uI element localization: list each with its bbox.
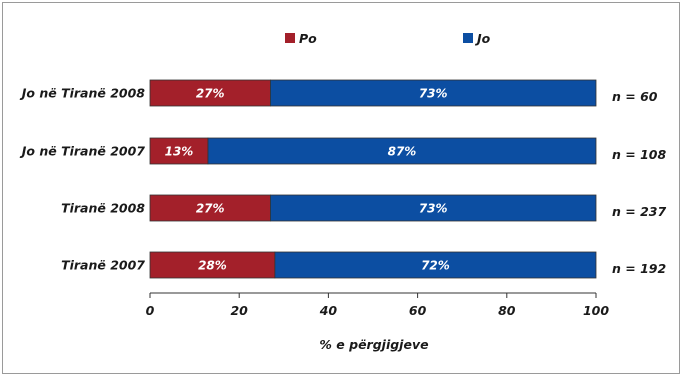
data-label: 73% <box>419 202 448 216</box>
legend-swatch-jo <box>463 33 473 43</box>
x-tick-label: 100 <box>583 303 609 318</box>
bar-segment-jo <box>274 251 597 279</box>
bar-segment-po <box>149 251 276 279</box>
sample-size-label: n = 192 <box>612 261 666 276</box>
category-label: Jo në Tiranë 2007 <box>19 144 146 159</box>
bar-segment-jo <box>207 137 597 165</box>
legend: Po Jo <box>285 31 491 46</box>
bar-segment-jo <box>270 194 597 222</box>
data-label: 27% <box>196 202 225 216</box>
legend-label-jo: Jo <box>474 31 491 46</box>
x-axis: 0 20 40 60 80 100 <box>146 292 609 318</box>
category-label: Tiranë 2008 <box>61 201 145 216</box>
data-label: 13% <box>165 145 194 159</box>
chart-frame <box>2 2 680 374</box>
legend-label-po: Po <box>299 31 317 46</box>
x-axis-label: % e përgjigjeve <box>319 337 428 352</box>
data-label: 28% <box>198 259 227 273</box>
bar-segment-po <box>149 194 271 222</box>
data-label: 72% <box>421 259 450 273</box>
x-tick-label: 0 <box>146 303 155 318</box>
data-label: 87% <box>388 145 417 159</box>
bar-segment-po <box>149 79 271 107</box>
x-tick-label: 20 <box>230 303 248 318</box>
sample-size-label: n = 60 <box>612 89 658 104</box>
sample-size-label: n = 237 <box>612 204 666 219</box>
data-label: 73% <box>419 87 448 101</box>
x-tick-label: 80 <box>498 303 516 318</box>
category-label: Jo në Tiranë 2008 <box>19 86 146 101</box>
bar-segment-jo <box>270 79 597 107</box>
legend-swatch-po <box>285 33 295 43</box>
x-tick-label: 40 <box>319 303 338 318</box>
data-label: 27% <box>196 87 225 101</box>
x-tick-label: 60 <box>409 303 427 318</box>
category-label: Tiranë 2007 <box>61 258 145 273</box>
bars: Jo në Tiranë 2008 27% 73% n = 60 Jo në Tiran… <box>19 79 666 279</box>
sample-size-label: n = 108 <box>612 147 666 162</box>
